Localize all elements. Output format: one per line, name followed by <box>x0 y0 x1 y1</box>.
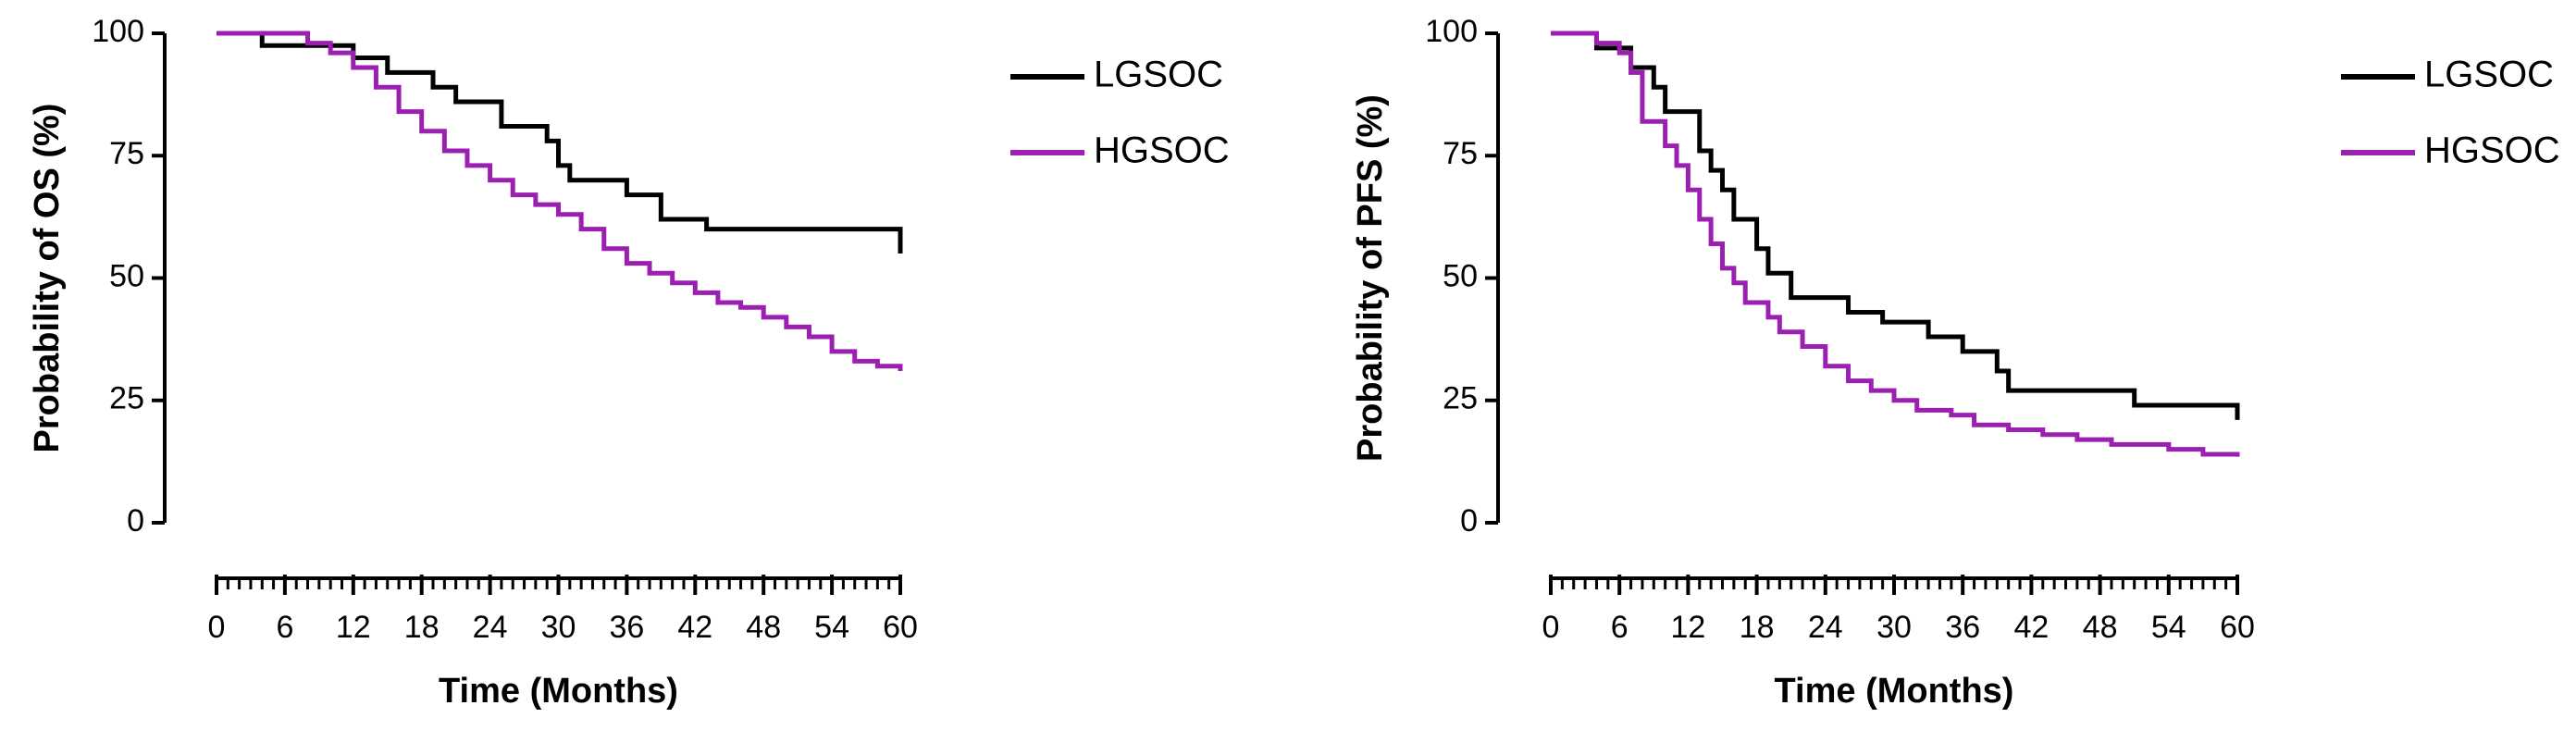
x-tick-label: 42 <box>677 610 712 645</box>
y-tick-label: 0 <box>1460 503 1478 538</box>
x-tick-label: 12 <box>336 610 371 645</box>
y-tick-label: 100 <box>1425 14 1478 49</box>
survival-line <box>1551 31 2240 457</box>
legend-label: HGSOC <box>2424 130 2560 171</box>
x-tick-label: 60 <box>883 610 918 645</box>
x-tick-label: 12 <box>1670 610 1705 645</box>
y-tick-label: 25 <box>1443 381 1478 416</box>
x-axis-title: Time (Months) <box>439 672 678 711</box>
y-axis-title: Probability of PFS (%) <box>1351 94 1390 462</box>
x-tick-label: 48 <box>2083 610 2118 645</box>
x-tick-label: 6 <box>276 610 293 645</box>
x-tick-label: 36 <box>1945 610 1980 645</box>
x-tick-label: 60 <box>2220 610 2255 645</box>
y-tick-label: 50 <box>109 258 144 293</box>
x-tick-label: 0 <box>1542 610 1560 645</box>
x-tick-label: 36 <box>609 610 644 645</box>
x-tick-label: 18 <box>1740 610 1775 645</box>
x-tick-label: 30 <box>541 610 576 645</box>
y-axis-title: Probability of OS (%) <box>28 104 67 453</box>
y-tick-label: 50 <box>1443 258 1478 293</box>
survival-line <box>217 31 903 372</box>
x-tick-label: 24 <box>473 610 508 645</box>
x-tick-label: 24 <box>1808 610 1843 645</box>
x-tick-label: 42 <box>2013 610 2049 645</box>
legend-label: LGSOC <box>2424 55 2554 95</box>
y-tick-label: 25 <box>109 381 144 416</box>
x-axis-title: Time (Months) <box>1775 672 2014 711</box>
y-tick-label: 0 <box>127 503 144 538</box>
legend-label: LGSOC <box>1094 55 1223 95</box>
y-tick-label: 100 <box>92 14 144 49</box>
x-tick-label: 54 <box>2151 610 2186 645</box>
survival-line <box>217 31 903 254</box>
x-tick-label: 54 <box>814 610 849 645</box>
x-tick-label: 18 <box>404 610 440 645</box>
x-tick-label: 6 <box>1611 610 1629 645</box>
legend-label: HGSOC <box>1094 130 1230 171</box>
x-tick-label: 48 <box>746 610 781 645</box>
x-tick-label: 0 <box>208 610 226 645</box>
y-tick-label: 75 <box>1443 136 1478 171</box>
survival-line <box>1551 31 2240 420</box>
x-tick-label: 30 <box>1876 610 1912 645</box>
y-tick-label: 75 <box>109 136 144 171</box>
